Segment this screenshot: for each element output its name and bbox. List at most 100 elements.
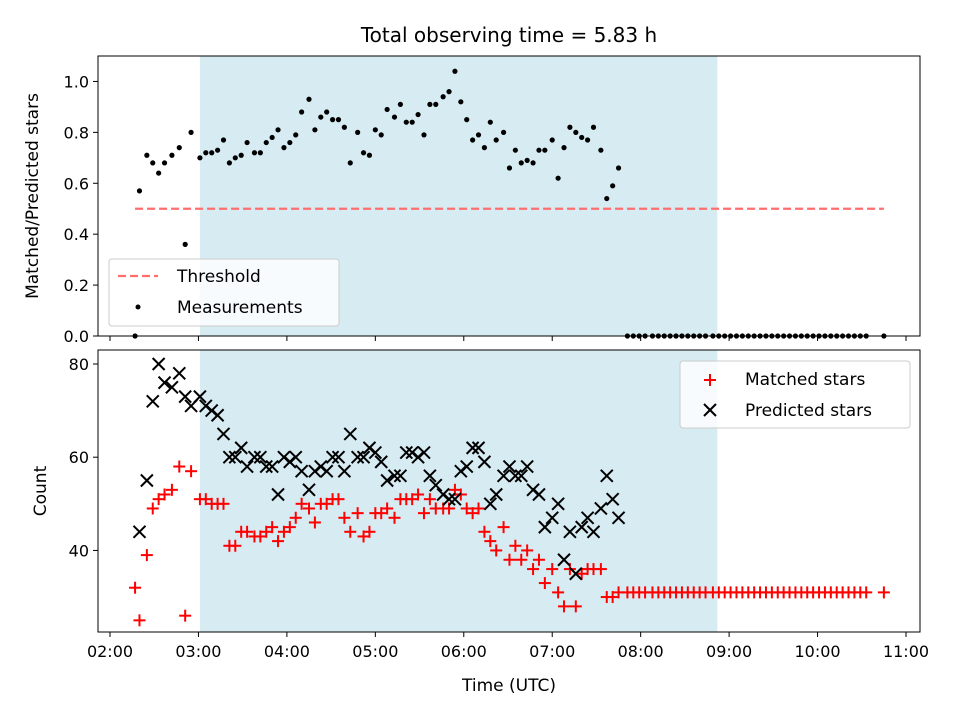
- measurement-point: [263, 139, 269, 146]
- predicted-star-point: [253, 450, 268, 464]
- predicted-star-point: [574, 520, 589, 534]
- measurement-point: [312, 127, 318, 133]
- measurement-point: [161, 160, 168, 166]
- predicted-star-point: [423, 469, 437, 483]
- predicted-star-point: [228, 450, 243, 464]
- measurement-point: [287, 139, 293, 146]
- legend-measurements-label: Measurements: [177, 298, 303, 318]
- measurement-point: [203, 150, 209, 156]
- measurement-point: [391, 114, 398, 120]
- matched-star-point: [158, 488, 171, 501]
- predicted-star-point: [586, 525, 601, 539]
- bottom-panel-shaded-span: [199, 350, 718, 632]
- x-tick-label: 05:00: [352, 642, 398, 661]
- predicted-star-point: [465, 441, 480, 455]
- predicted-star-point: [387, 469, 402, 483]
- bottom-legend-box: [679, 360, 911, 429]
- measurement-point: [427, 101, 433, 107]
- top-panel-frame: [97, 55, 921, 337]
- predicted-star-point: [132, 525, 147, 539]
- measurement-point: [176, 145, 182, 151]
- legend-measurements-swatch: [135, 304, 141, 310]
- predicted-star-point: [325, 450, 340, 464]
- measurement-point: [524, 157, 530, 163]
- measurement-point: [475, 132, 482, 138]
- measurement-point: [136, 188, 143, 194]
- matched-star-point: [266, 521, 279, 534]
- predicted-star-point: [146, 394, 160, 408]
- measurement-point: [238, 152, 244, 158]
- y-tick-label: 0.0: [64, 327, 89, 346]
- predicted-star-point: [265, 459, 279, 474]
- measurement-point: [306, 96, 312, 102]
- predicted-star-point: [471, 441, 486, 455]
- matched-star-point: [332, 493, 345, 506]
- measurement-point: [182, 241, 188, 247]
- measurement-point: [487, 119, 493, 125]
- measurement-point: [567, 124, 573, 130]
- predicted-star-point: [319, 464, 334, 478]
- predicted-star-point: [374, 455, 388, 469]
- measurement-point: [573, 129, 579, 135]
- top-legend-box: [108, 258, 340, 327]
- y-tick-label: 0.2: [64, 276, 89, 295]
- measurement-point: [598, 147, 604, 153]
- matched-star-point: [558, 600, 571, 613]
- predicted-star-point: [271, 487, 285, 502]
- x-tick-label: 11:00: [883, 642, 929, 661]
- measurement-point: [585, 137, 591, 143]
- matched-star-point: [509, 539, 522, 552]
- matched-star-point: [173, 460, 186, 473]
- measurement-point: [215, 147, 221, 153]
- measurement-point: [299, 109, 305, 115]
- measurement-point: [409, 119, 415, 125]
- predicted-star-point: [380, 473, 394, 488]
- measurement-point: [347, 160, 353, 166]
- predicted-star-point: [234, 441, 248, 455]
- matched-star-point: [546, 563, 559, 576]
- matched-star-point: [527, 563, 540, 576]
- predicted-star-point: [216, 427, 231, 441]
- y-tick-label: 0.4: [64, 225, 89, 244]
- matched-star-point: [381, 502, 394, 515]
- predicted-star-point: [172, 366, 186, 381]
- matched-star-point: [283, 521, 296, 534]
- y-tick-label: 0.6: [64, 174, 89, 193]
- predicted-star-point: [442, 492, 456, 506]
- predicted-star-point: [222, 450, 237, 464]
- matched-star-point: [129, 581, 142, 594]
- top-panel-ylabel: Matched/Predicted stars: [23, 93, 43, 299]
- x-tick-label: 08:00: [618, 642, 664, 661]
- matched-star-point: [295, 497, 308, 510]
- matched-star-point: [538, 577, 551, 590]
- measurement-point: [281, 145, 287, 151]
- matched-star-point: [217, 497, 230, 510]
- measurement-point: [355, 129, 361, 135]
- matched-star-point: [133, 614, 146, 627]
- measurement-point: [378, 132, 384, 138]
- measurement-point: [232, 155, 238, 161]
- legend-predicted-swatch: [703, 403, 717, 417]
- measurement-point: [188, 129, 194, 135]
- predicted-star-point: [178, 389, 192, 404]
- predicted-star-point: [520, 459, 534, 474]
- measurement-point: [512, 147, 518, 153]
- predicted-star-point: [611, 511, 626, 525]
- predicted-star-point: [350, 450, 365, 464]
- measurement-point: [324, 109, 330, 115]
- bottom-panel: 02:00 03:00 04:00 05:00 06:00 07:00 08:00 09:00…: [31, 349, 929, 661]
- predicted-star-point: [337, 464, 352, 478]
- measurement-point: [493, 137, 499, 143]
- measurement-point: [384, 106, 390, 113]
- measurement-point: [251, 150, 258, 156]
- matched-star-point: [860, 586, 873, 599]
- legend-threshold-label: Threshold: [176, 267, 261, 287]
- matched-star-point: [289, 511, 302, 524]
- predicted-star-point: [508, 469, 523, 483]
- measurement-point: [197, 155, 203, 161]
- predicted-star-point: [331, 450, 346, 464]
- y-tick-label: 1.0: [64, 72, 89, 91]
- predicted-star-point: [165, 380, 179, 394]
- measurement-point: [335, 117, 342, 123]
- y-tick-label: 80: [69, 355, 89, 374]
